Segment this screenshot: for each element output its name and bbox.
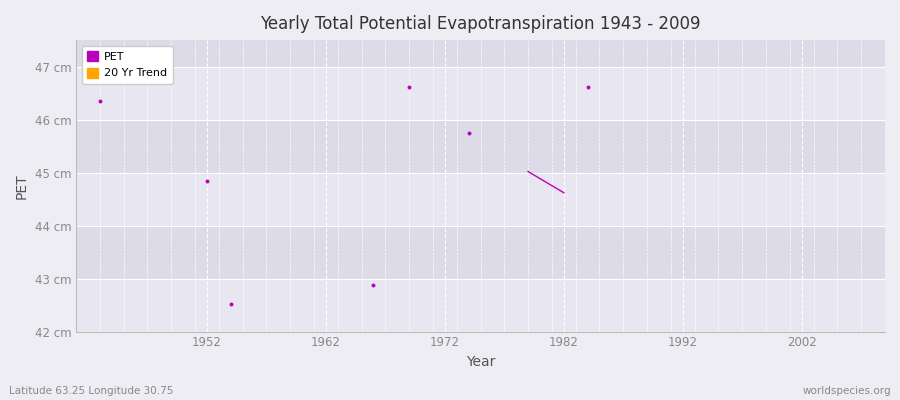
Bar [76, 278, 885, 332]
Text: worldspecies.org: worldspecies.org [803, 386, 891, 396]
X-axis label: Year: Year [466, 355, 495, 369]
Point [200, 177, 214, 184]
Bar [76, 40, 885, 67]
Y-axis label: PET: PET [15, 173, 29, 199]
Bar [76, 226, 885, 278]
Point [93, 98, 107, 104]
Legend: PET, 20 Yr Trend: PET, 20 Yr Trend [82, 46, 173, 84]
Point [366, 282, 381, 288]
Bar [76, 172, 885, 226]
Bar [76, 67, 885, 120]
Point [580, 84, 595, 90]
Bar [76, 120, 885, 172]
Text: Latitude 63.25 Longitude 30.75: Latitude 63.25 Longitude 30.75 [9, 386, 174, 396]
Point [462, 130, 476, 136]
Point [223, 301, 238, 307]
Title: Yearly Total Potential Evapotranspiration 1943 - 2009: Yearly Total Potential Evapotranspiratio… [260, 15, 701, 33]
Point [402, 84, 417, 90]
